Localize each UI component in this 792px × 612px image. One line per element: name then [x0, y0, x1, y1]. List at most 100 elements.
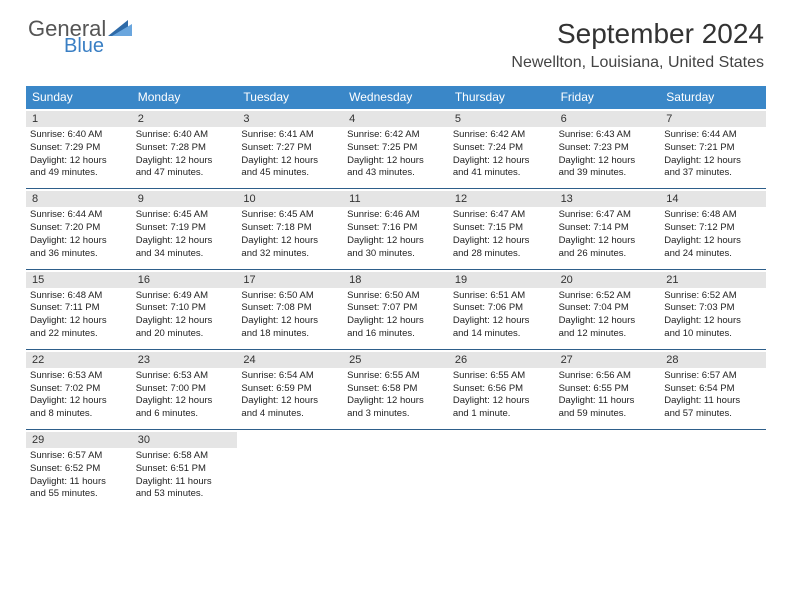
day-info: Sunrise: 6:42 AMSunset: 7:25 PMDaylight:… [347, 127, 445, 180]
daylight-text-2: and 16 minutes. [347, 328, 445, 341]
daylight-text-2: and 8 minutes. [30, 408, 128, 421]
sunset-text: Sunset: 7:10 PM [136, 302, 234, 315]
daynum-strip: 23 [132, 352, 238, 368]
day-cell: 1Sunrise: 6:40 AMSunset: 7:29 PMDaylight… [26, 109, 132, 188]
daylight-text-2: and 12 minutes. [559, 328, 657, 341]
weeks-container: 1Sunrise: 6:40 AMSunset: 7:29 PMDaylight… [26, 109, 766, 509]
daynum-strip: 10 [237, 191, 343, 207]
daylight-text-2: and 24 minutes. [664, 248, 762, 261]
logo-text: General Blue [28, 18, 106, 56]
day-cell: 7Sunrise: 6:44 AMSunset: 7:21 PMDaylight… [660, 109, 766, 188]
sunrise-text: Sunrise: 6:45 AM [136, 209, 234, 222]
sunset-text: Sunset: 6:55 PM [559, 383, 657, 396]
daylight-text-1: Daylight: 12 hours [453, 315, 551, 328]
calendar: Sunday Monday Tuesday Wednesday Thursday… [26, 86, 766, 509]
day-info: Sunrise: 6:52 AMSunset: 7:03 PMDaylight:… [664, 288, 762, 341]
daylight-text-2: and 26 minutes. [559, 248, 657, 261]
daylight-text-2: and 10 minutes. [664, 328, 762, 341]
week-row: 29Sunrise: 6:57 AMSunset: 6:52 PMDayligh… [26, 430, 766, 509]
day-cell: 27Sunrise: 6:56 AMSunset: 6:55 PMDayligh… [555, 350, 661, 429]
daynum-strip: 30 [132, 432, 238, 448]
sunrise-text: Sunrise: 6:48 AM [30, 290, 128, 303]
day-cell: 15Sunrise: 6:48 AMSunset: 7:11 PMDayligh… [26, 270, 132, 349]
day-number: 11 [349, 193, 443, 205]
daylight-text-1: Daylight: 12 hours [559, 315, 657, 328]
daynum-strip: 4 [343, 111, 449, 127]
day-cell: 11Sunrise: 6:46 AMSunset: 7:16 PMDayligh… [343, 189, 449, 268]
sunset-text: Sunset: 7:19 PM [136, 222, 234, 235]
day-cell: 12Sunrise: 6:47 AMSunset: 7:15 PMDayligh… [449, 189, 555, 268]
day-number: 21 [666, 274, 760, 286]
sunset-text: Sunset: 7:04 PM [559, 302, 657, 315]
day-header-saturday: Saturday [660, 86, 766, 109]
day-info: Sunrise: 6:55 AMSunset: 6:56 PMDaylight:… [453, 368, 551, 421]
daynum-strip: 7 [660, 111, 766, 127]
sunset-text: Sunset: 7:02 PM [30, 383, 128, 396]
daylight-text-2: and 37 minutes. [664, 167, 762, 180]
sunrise-text: Sunrise: 6:57 AM [30, 450, 128, 463]
day-number: 16 [138, 274, 232, 286]
sunset-text: Sunset: 7:06 PM [453, 302, 551, 315]
sunset-text: Sunset: 6:51 PM [136, 463, 234, 476]
day-info: Sunrise: 6:57 AMSunset: 6:52 PMDaylight:… [30, 448, 128, 501]
sunrise-text: Sunrise: 6:42 AM [453, 129, 551, 142]
day-info: Sunrise: 6:52 AMSunset: 7:04 PMDaylight:… [559, 288, 657, 341]
daylight-text-1: Daylight: 12 hours [664, 235, 762, 248]
sunrise-text: Sunrise: 6:51 AM [453, 290, 551, 303]
day-info: Sunrise: 6:56 AMSunset: 6:55 PMDaylight:… [559, 368, 657, 421]
day-cell: 13 Sunrise: 6:47 AMSunset: 7:14 PMDayligh… [555, 189, 661, 268]
sunset-text: Sunset: 7:27 PM [241, 142, 339, 155]
daynum-strip: 25 [343, 352, 449, 368]
day-cell: 6Sunrise: 6:43 AMSunset: 7:23 PMDaylight… [555, 109, 661, 188]
day-number: 1 [32, 113, 126, 125]
daynum-strip: 1 [26, 111, 132, 127]
sunrise-text: Sunrise: 6:52 AM [664, 290, 762, 303]
day-cell: 19Sunrise: 6:51 AMSunset: 7:06 PMDayligh… [449, 270, 555, 349]
day-info: Sunrise: 6:58 AMSunset: 6:51 PMDaylight:… [136, 448, 234, 501]
day-number: 25 [349, 354, 443, 366]
month-title: September 2024 [511, 18, 764, 50]
sunset-text: Sunset: 6:52 PM [30, 463, 128, 476]
daynum-strip: 12 [449, 191, 555, 207]
daylight-text-1: Daylight: 12 hours [30, 235, 128, 248]
day-cell: 22Sunrise: 6:53 AMSunset: 7:02 PMDayligh… [26, 350, 132, 429]
sunset-text: Sunset: 7:21 PM [664, 142, 762, 155]
day-cell: 26Sunrise: 6:55 AMSunset: 6:56 PMDayligh… [449, 350, 555, 429]
sunset-text: Sunset: 7:23 PM [559, 142, 657, 155]
daylight-text-2: and 3 minutes. [347, 408, 445, 421]
daylight-text-2: and 53 minutes. [136, 488, 234, 501]
day-info: Sunrise: 6:41 AMSunset: 7:27 PMDaylight:… [241, 127, 339, 180]
sunset-text: Sunset: 7:28 PM [136, 142, 234, 155]
day-cell: 18Sunrise: 6:50 AMSunset: 7:07 PMDayligh… [343, 270, 449, 349]
sunrise-text: Sunrise: 6:40 AM [30, 129, 128, 142]
daylight-text-1: Daylight: 12 hours [30, 155, 128, 168]
daylight-text-1: Daylight: 12 hours [241, 235, 339, 248]
day-cell: 21 Sunrise: 6:52 AMSunset: 7:03 PMDayligh… [660, 270, 766, 349]
day-number: 17 [243, 274, 337, 286]
sunset-text: Sunset: 7:20 PM [30, 222, 128, 235]
sunrise-text: Sunrise: 6:47 AM [453, 209, 551, 222]
daynum-strip: 28 [660, 352, 766, 368]
day-cell: 17Sunrise: 6:50 AMSunset: 7:08 PMDayligh… [237, 270, 343, 349]
day-number: 13 [561, 193, 655, 205]
day-header-thursday: Thursday [449, 86, 555, 109]
day-header-monday: Monday [132, 86, 238, 109]
sunrise-text: Sunrise: 6:45 AM [241, 209, 339, 222]
daylight-text-2: and 36 minutes. [30, 248, 128, 261]
day-info: Sunrise: 6:45 AMSunset: 7:19 PMDaylight:… [136, 207, 234, 260]
day-cell: 25Sunrise: 6:55 AMSunset: 6:58 PMDayligh… [343, 350, 449, 429]
day-number: 30 [138, 434, 232, 446]
sunrise-text: Sunrise: 6:41 AM [241, 129, 339, 142]
daynum-strip: 20 [555, 272, 661, 288]
sunset-text: Sunset: 6:59 PM [241, 383, 339, 396]
day-cell: 9Sunrise: 6:45 AMSunset: 7:19 PMDaylight… [132, 189, 238, 268]
daylight-text-1: Daylight: 11 hours [30, 476, 128, 489]
daylight-text-2: and 28 minutes. [453, 248, 551, 261]
sunset-text: Sunset: 7:25 PM [347, 142, 445, 155]
day-info: Sunrise: 6:47 AMSunset: 7:14 PMDaylight:… [559, 207, 657, 260]
daynum-strip: 18 [343, 272, 449, 288]
sunset-text: Sunset: 7:24 PM [453, 142, 551, 155]
daylight-text-1: Daylight: 12 hours [664, 155, 762, 168]
day-cell: 16Sunrise: 6:49 AMSunset: 7:10 PMDayligh… [132, 270, 238, 349]
sunset-text: Sunset: 7:03 PM [664, 302, 762, 315]
